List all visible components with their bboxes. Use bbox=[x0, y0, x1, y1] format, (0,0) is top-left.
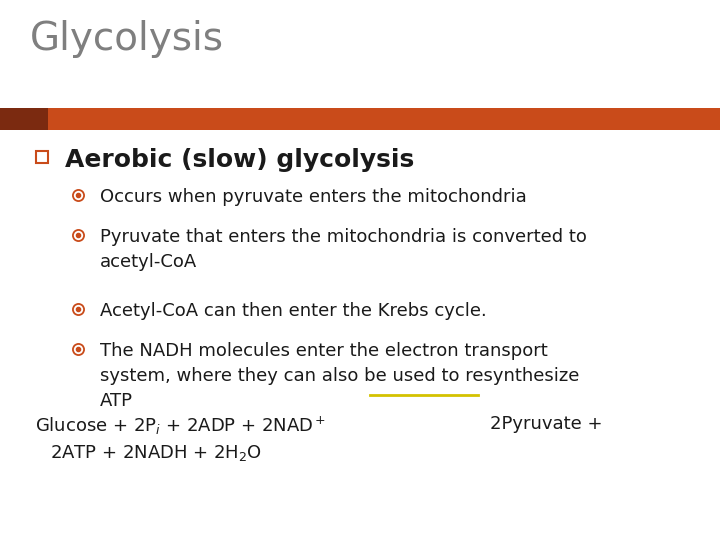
Text: 2Pyruvate +: 2Pyruvate + bbox=[490, 415, 603, 433]
Text: Glucose + 2P$_i$ + 2ADP + 2NAD$^+$: Glucose + 2P$_i$ + 2ADP + 2NAD$^+$ bbox=[35, 415, 326, 437]
Text: Acetyl-CoA can then enter the Krebs cycle.: Acetyl-CoA can then enter the Krebs cycl… bbox=[100, 302, 487, 320]
Text: 2ATP + 2NADH + 2H$_2$O: 2ATP + 2NADH + 2H$_2$O bbox=[50, 443, 262, 463]
Bar bbox=[0, 108, 48, 130]
Bar bbox=[48, 108, 720, 130]
Text: Glycolysis: Glycolysis bbox=[30, 20, 224, 58]
Text: Occurs when pyruvate enters the mitochondria: Occurs when pyruvate enters the mitochon… bbox=[100, 188, 527, 206]
Text: The NADH molecules enter the electron transport
system, where they can also be u: The NADH molecules enter the electron tr… bbox=[100, 342, 580, 410]
Text: Aerobic (slow) glycolysis: Aerobic (slow) glycolysis bbox=[65, 148, 414, 172]
Text: Pyruvate that enters the mitochondria is converted to
acetyl-CoA: Pyruvate that enters the mitochondria is… bbox=[100, 228, 587, 271]
